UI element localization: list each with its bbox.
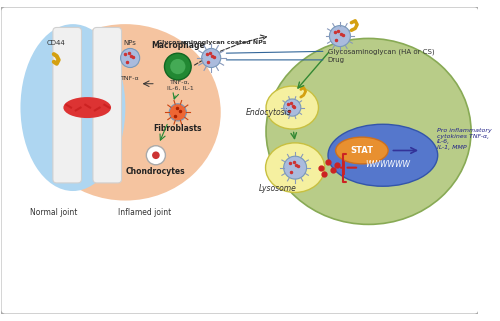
Text: Macrophage: Macrophage xyxy=(151,41,204,50)
FancyBboxPatch shape xyxy=(0,6,479,315)
Circle shape xyxy=(284,99,301,116)
Text: Fibroblasts: Fibroblasts xyxy=(154,124,202,133)
Ellipse shape xyxy=(266,143,324,193)
Text: Inflamed joint: Inflamed joint xyxy=(118,208,171,217)
Text: STAT: STAT xyxy=(350,146,374,155)
Circle shape xyxy=(146,146,166,165)
Ellipse shape xyxy=(336,137,388,164)
Text: Chondrocytes: Chondrocytes xyxy=(126,167,186,176)
Ellipse shape xyxy=(30,24,220,201)
Ellipse shape xyxy=(328,124,438,186)
Ellipse shape xyxy=(64,97,111,118)
Text: CD44: CD44 xyxy=(46,40,65,46)
Text: Lysosome: Lysosome xyxy=(259,184,297,193)
Text: Glycosaminoglycan coated NPs: Glycosaminoglycan coated NPs xyxy=(156,40,266,45)
Ellipse shape xyxy=(266,86,318,129)
Circle shape xyxy=(152,152,160,159)
Text: TNF-α: TNF-α xyxy=(121,76,140,82)
Text: TNF-α,
IL-6, IL-1: TNF-α, IL-6, IL-1 xyxy=(168,80,194,91)
Text: Pro inflammatory
cytokines TNF-α,
IL-6,
IL-1, MMP: Pro inflammatory cytokines TNF-α, IL-6, … xyxy=(437,128,492,150)
Circle shape xyxy=(169,104,186,121)
FancyBboxPatch shape xyxy=(93,28,122,183)
Text: Normal joint: Normal joint xyxy=(30,208,78,217)
Text: Glycosaminoglycan (HA or CS): Glycosaminoglycan (HA or CS) xyxy=(328,48,434,55)
Circle shape xyxy=(284,156,306,179)
Text: NPs: NPs xyxy=(124,40,136,46)
Text: WWWWWW: WWWWWW xyxy=(365,160,410,169)
FancyBboxPatch shape xyxy=(53,28,82,183)
Ellipse shape xyxy=(266,39,471,224)
Text: Endocytosis: Endocytosis xyxy=(246,108,292,117)
Circle shape xyxy=(120,48,140,67)
Circle shape xyxy=(164,53,191,80)
Circle shape xyxy=(170,59,186,74)
Circle shape xyxy=(202,48,220,67)
Text: Drug: Drug xyxy=(328,57,344,63)
Circle shape xyxy=(330,26,350,47)
Ellipse shape xyxy=(20,24,126,191)
